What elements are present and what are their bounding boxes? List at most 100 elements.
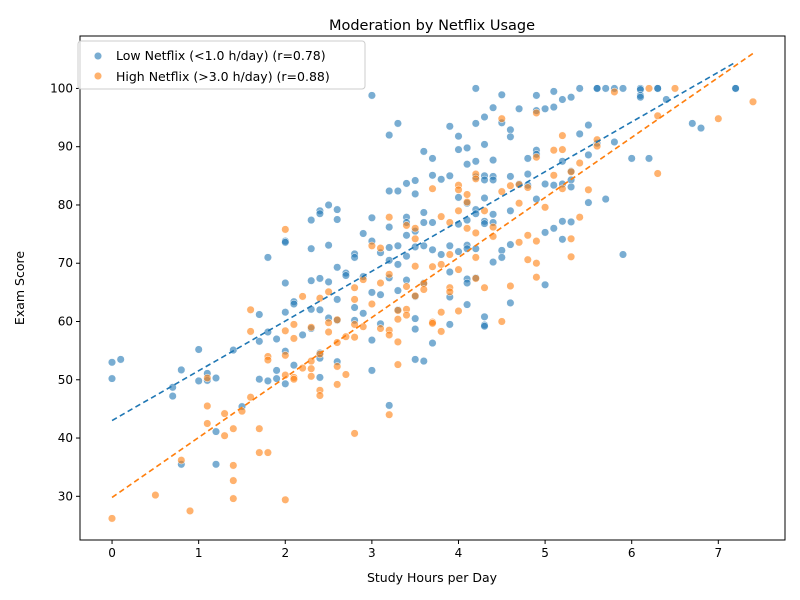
low-netflix-point xyxy=(688,119,697,128)
low-netflix-point xyxy=(298,330,307,339)
plot-area xyxy=(79,35,786,541)
high-netflix-point xyxy=(385,330,394,339)
low-netflix-point xyxy=(541,228,550,237)
low-netflix-point xyxy=(575,129,584,138)
low-netflix-point xyxy=(359,309,368,318)
low-netflix-point xyxy=(367,91,376,100)
low-netflix-point xyxy=(333,295,342,304)
high-netflix-point xyxy=(151,491,160,500)
low-netflix-point xyxy=(558,235,567,244)
low-netflix-point xyxy=(489,258,498,267)
high-netflix-point xyxy=(281,351,290,360)
high-netflix-point xyxy=(567,252,576,261)
low-netflix-point xyxy=(281,238,290,247)
high-netflix-point xyxy=(385,213,394,222)
high-netflix-point xyxy=(177,456,186,465)
high-netflix-point xyxy=(549,146,558,155)
high-netflix-point xyxy=(385,410,394,419)
low-netflix-point xyxy=(411,355,420,364)
low-netflix-point xyxy=(211,373,221,383)
points-layer xyxy=(107,84,758,523)
low-netflix-point xyxy=(324,277,333,286)
high-netflix-point xyxy=(748,97,758,106)
high-netflix-point xyxy=(575,158,584,168)
low-netflix-point xyxy=(341,271,350,280)
high-netflix-point xyxy=(558,145,567,154)
x-tick-label: 7 xyxy=(714,546,722,560)
high-netflix-point xyxy=(437,327,446,336)
high-netflix-point xyxy=(307,364,316,373)
high-netflix-point xyxy=(567,234,576,243)
high-netflix-point xyxy=(532,153,541,162)
legend: Low Netflix (<1.0 h/day) (r=0.78) High N… xyxy=(77,40,366,90)
high-netflix-point xyxy=(714,114,723,123)
y-tick-label: 30 xyxy=(58,489,73,503)
high-netflix-point xyxy=(263,355,272,365)
high-netflix-point xyxy=(644,84,654,93)
high-netflix-point xyxy=(307,323,316,332)
low-netflix-point xyxy=(281,379,290,388)
low-netflix-point xyxy=(480,193,489,203)
high-netflix-point xyxy=(107,514,117,523)
low-netflix-point xyxy=(593,84,602,93)
high-netflix-point xyxy=(445,287,454,296)
high-netflix-point xyxy=(515,180,524,189)
low-netflix-point xyxy=(480,322,489,331)
high-netflix-point xyxy=(289,320,298,329)
low-netflix-point xyxy=(471,84,480,93)
high-netflix-point xyxy=(376,278,385,288)
low-netflix-point xyxy=(255,310,264,319)
high-netflix-point xyxy=(471,274,480,283)
y-tick-label: 90 xyxy=(58,140,73,154)
low-netflix-point xyxy=(428,245,437,254)
low-netflix-point xyxy=(445,241,454,250)
x-tick-label: 4 xyxy=(455,546,463,560)
low-netflix-point xyxy=(376,290,385,299)
low-netflix-point xyxy=(497,253,506,262)
high-netflix-point xyxy=(350,333,359,342)
low-netflix-point xyxy=(506,125,515,134)
high-netflix-trend-line xyxy=(111,52,754,499)
high-netflix-point xyxy=(506,281,515,291)
high-netflix-point xyxy=(255,424,264,433)
y-axis: 30 40 50 60 70 80 90 100 xyxy=(50,81,80,503)
high-netflix-point xyxy=(333,315,342,324)
low-netflix-point xyxy=(437,175,446,184)
low-netflix-point xyxy=(506,172,515,181)
high-netflix-point xyxy=(324,287,333,296)
low-netflix-point xyxy=(489,103,498,112)
y-tick-label: 40 xyxy=(58,431,73,445)
y-tick-label: 50 xyxy=(58,373,73,387)
high-netflix-point xyxy=(246,393,255,402)
low-netflix-point xyxy=(385,186,394,196)
low-netflix-point xyxy=(445,171,454,180)
legend-label-low: Low Netflix (<1.0 h/day) (r=0.78) xyxy=(116,48,326,63)
low-netflix-point xyxy=(419,147,428,156)
high-netflix-point xyxy=(532,273,541,282)
high-netflix-point xyxy=(289,334,298,343)
high-netflix-point xyxy=(341,370,350,379)
x-tick-label: 3 xyxy=(368,546,376,560)
high-netflix-point xyxy=(281,326,290,335)
high-netflix-point xyxy=(255,448,264,457)
low-netflix-point xyxy=(506,240,515,249)
x-axis: 0 1 2 3 4 5 6 7 xyxy=(108,540,722,560)
axes-frame xyxy=(79,35,786,541)
high-netflix-point xyxy=(333,380,342,389)
y-tick-label: 60 xyxy=(58,315,73,329)
low-netflix-point xyxy=(618,250,628,259)
x-tick-label: 5 xyxy=(541,546,549,560)
legend-marker-high xyxy=(93,71,103,81)
high-netflix-point xyxy=(376,244,385,253)
high-netflix-point xyxy=(532,259,541,268)
low-netflix-point xyxy=(471,157,480,166)
high-netflix-point xyxy=(471,228,480,237)
high-netflix-point xyxy=(437,212,446,221)
low-netflix-point xyxy=(107,358,117,367)
low-netflix-point xyxy=(272,374,281,383)
low-netflix-point xyxy=(411,189,420,198)
high-netflix-point xyxy=(203,419,212,428)
low-netflix-point xyxy=(281,308,290,317)
high-netflix-point xyxy=(532,237,541,246)
